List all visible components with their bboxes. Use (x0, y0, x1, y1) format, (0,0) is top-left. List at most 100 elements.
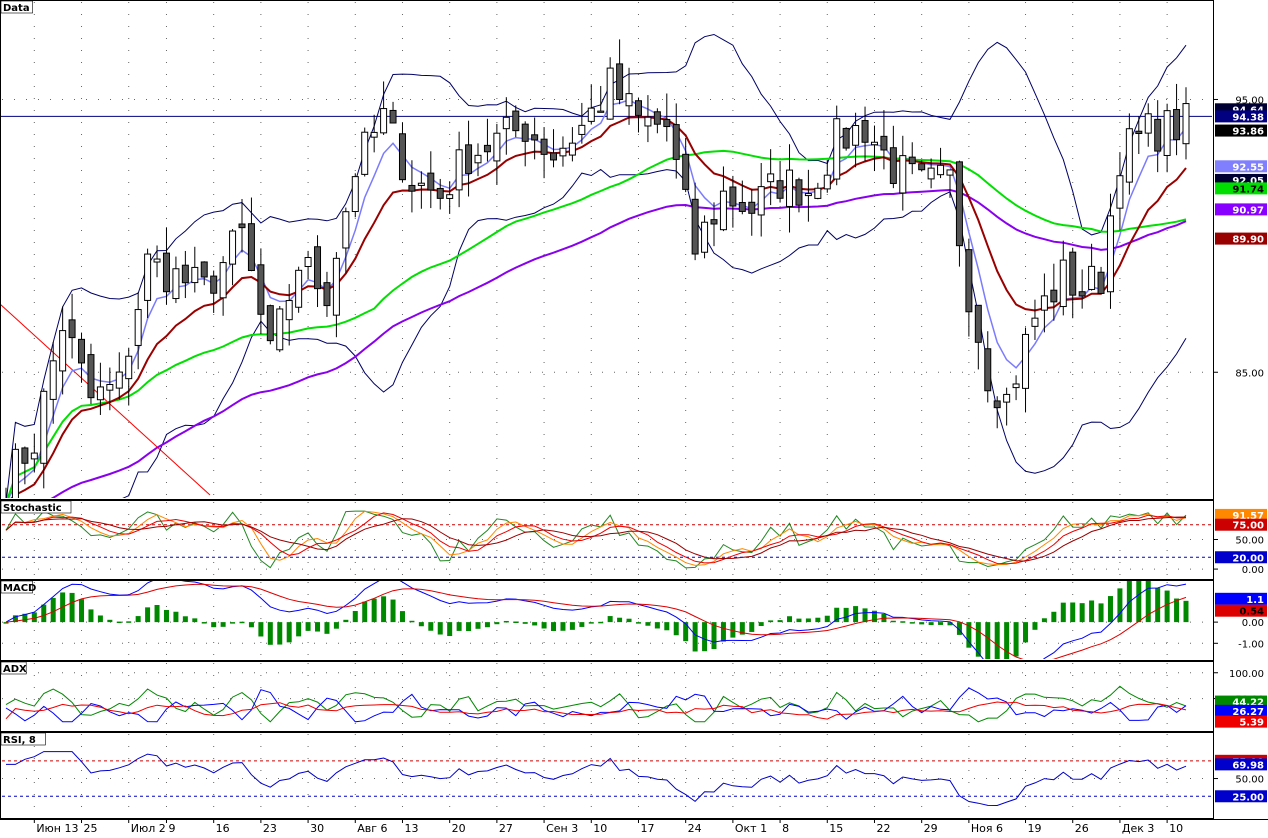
candle[interactable] (1097, 271, 1105, 294)
candle[interactable] (908, 156, 916, 165)
candle[interactable] (767, 173, 775, 183)
candle[interactable] (644, 116, 652, 127)
candle[interactable] (616, 63, 624, 100)
candle[interactable] (540, 138, 548, 155)
candle[interactable] (1106, 215, 1114, 293)
candle[interactable] (663, 119, 671, 128)
candle[interactable] (1182, 103, 1190, 145)
candle[interactable] (1050, 289, 1058, 303)
candle[interactable] (493, 132, 501, 162)
candle[interactable] (719, 190, 727, 231)
candle[interactable] (502, 116, 510, 130)
candle[interactable] (729, 186, 737, 207)
candle[interactable] (701, 221, 709, 253)
candle[interactable] (578, 124, 586, 135)
candle[interactable] (181, 264, 189, 284)
candle[interactable] (96, 386, 104, 401)
candle[interactable] (30, 452, 38, 460)
candle[interactable] (804, 193, 812, 197)
candle[interactable] (899, 155, 907, 194)
candle[interactable] (587, 107, 595, 122)
candle[interactable] (446, 194, 454, 199)
candle[interactable] (795, 179, 803, 206)
candle[interactable] (559, 147, 567, 157)
candle[interactable] (984, 348, 992, 392)
candle[interactable] (748, 201, 756, 214)
candle[interactable] (323, 282, 331, 307)
candle[interactable] (351, 176, 359, 213)
candle[interactable] (106, 384, 114, 391)
candle[interactable] (342, 211, 350, 249)
candle[interactable] (1040, 295, 1048, 311)
candle[interactable] (68, 319, 76, 339)
candle[interactable] (1135, 130, 1143, 135)
candle[interactable] (1173, 109, 1181, 141)
candle[interactable] (304, 257, 312, 268)
candle[interactable] (512, 110, 520, 132)
candle[interactable] (125, 355, 133, 380)
candle[interactable] (266, 305, 274, 342)
candle[interactable] (653, 111, 661, 125)
candle[interactable] (550, 152, 558, 161)
candle[interactable] (1163, 110, 1171, 156)
candle[interactable] (634, 100, 642, 116)
candle[interactable] (955, 161, 963, 247)
candle[interactable] (436, 187, 444, 199)
candle[interactable] (276, 308, 284, 351)
candle[interactable] (295, 269, 303, 308)
candle[interactable] (219, 262, 227, 299)
candle[interactable] (417, 182, 425, 186)
candle[interactable] (757, 186, 765, 216)
candle[interactable] (172, 268, 180, 300)
candle[interactable] (361, 131, 369, 175)
candle[interactable] (21, 447, 29, 464)
candle[interactable] (455, 149, 463, 191)
candle[interactable] (483, 144, 491, 153)
candle[interactable] (389, 109, 397, 124)
candle[interactable] (870, 141, 878, 146)
candle[interactable] (814, 187, 822, 199)
candle[interactable] (918, 163, 926, 171)
candle[interactable] (568, 142, 576, 156)
candle[interactable] (59, 330, 67, 372)
candle[interactable] (257, 264, 265, 315)
candle[interactable] (625, 93, 633, 107)
candle[interactable] (521, 123, 529, 142)
candle[interactable] (974, 304, 982, 343)
candle[interactable] (1088, 265, 1096, 290)
candle[interactable] (229, 230, 237, 265)
candle[interactable] (880, 135, 888, 151)
candle[interactable] (776, 180, 784, 199)
candle[interactable] (937, 164, 945, 176)
candle[interactable] (332, 257, 340, 316)
candle[interactable] (210, 275, 218, 294)
candle[interactable] (115, 371, 123, 389)
candle[interactable] (162, 252, 170, 293)
candle[interactable] (597, 110, 605, 113)
candle[interactable] (531, 134, 539, 141)
candle[interactable] (247, 223, 255, 272)
candle[interactable] (927, 167, 935, 180)
candle[interactable] (1069, 251, 1077, 296)
candle[interactable] (1059, 259, 1067, 308)
candle[interactable] (153, 258, 161, 263)
candle[interactable] (87, 354, 95, 399)
candle[interactable] (738, 202, 746, 212)
candle[interactable] (823, 174, 831, 190)
candle[interactable] (1116, 175, 1124, 209)
candle[interactable] (1031, 317, 1039, 327)
candle[interactable] (427, 172, 435, 191)
candle[interactable] (380, 108, 388, 134)
candle[interactable] (285, 300, 293, 321)
candle[interactable] (1154, 118, 1162, 152)
candle[interactable] (1078, 291, 1086, 297)
candle[interactable] (691, 198, 699, 255)
candle[interactable] (238, 223, 246, 229)
candle[interactable] (200, 261, 208, 278)
candle[interactable] (682, 153, 690, 190)
candle[interactable] (40, 390, 48, 464)
candle[interactable] (134, 309, 142, 346)
candle[interactable] (11, 448, 19, 508)
